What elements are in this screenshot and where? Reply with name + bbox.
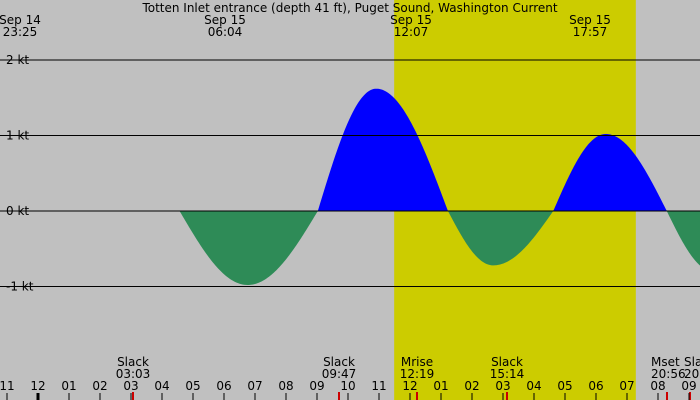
event-date-label: Sep 15	[569, 13, 611, 27]
x-tick-label: 02	[464, 379, 479, 393]
bottom-event-time: 12:19	[400, 367, 435, 381]
x-tick-label: 10	[340, 379, 355, 393]
x-tick-label: 05	[185, 379, 200, 393]
x-tick-label: 12	[30, 379, 45, 393]
x-tick-label: 05	[557, 379, 572, 393]
bottom-event-label: Sla	[684, 355, 700, 369]
x-tick-label: 01	[433, 379, 448, 393]
x-tick-label: 06	[216, 379, 231, 393]
bottom-event-label: Slack	[491, 355, 523, 369]
bottom-event-label: Slack	[117, 355, 149, 369]
event-marker	[666, 392, 668, 400]
event-date-label: Sep 15	[390, 13, 432, 27]
x-tick-label: 06	[588, 379, 603, 393]
chart-title: Totten Inlet entrance (depth 41 ft), Pug…	[141, 1, 557, 15]
event-time-label: 23:25	[3, 25, 38, 39]
x-tick-label: 04	[154, 379, 169, 393]
x-tick-label: 01	[61, 379, 76, 393]
bottom-event-time: 20:56	[651, 367, 686, 381]
x-tick-label: 11	[371, 379, 386, 393]
bottom-event-label: Mrise	[401, 355, 433, 369]
x-tick-label: 03	[495, 379, 510, 393]
x-tick-label: 03	[123, 379, 138, 393]
bottom-event-time: 03:03	[116, 367, 151, 381]
y-tick-label: -1 kt	[6, 280, 34, 294]
bottom-event-time: 09:47	[322, 367, 357, 381]
y-tick-label: 2 kt	[6, 53, 29, 67]
event-marker	[416, 392, 418, 400]
x-tick-label: 07	[619, 379, 634, 393]
y-tick-label: 1 kt	[6, 129, 29, 143]
event-time-label: 12:07	[394, 25, 429, 39]
x-tick-label: 09	[309, 379, 324, 393]
event-marker	[338, 392, 340, 400]
x-tick-label: 02	[92, 379, 107, 393]
event-marker	[689, 392, 691, 400]
x-tick-label: 07	[247, 379, 262, 393]
x-tick-label: 08	[650, 379, 665, 393]
event-time-label: 17:57	[573, 25, 608, 39]
x-tick-label: 04	[526, 379, 541, 393]
event-date-label: Sep 14	[0, 13, 41, 27]
event-marker	[506, 392, 508, 400]
bottom-event-label: Mset	[651, 355, 680, 369]
x-tick-label: 08	[278, 379, 293, 393]
x-tick-label: 11	[0, 379, 15, 393]
ebb-area	[0, 211, 700, 285]
y-tick-label: 0 kt	[6, 204, 29, 218]
bottom-event-time: 20	[684, 367, 699, 381]
bottom-event-time: 15:14	[490, 367, 525, 381]
event-time-label: 06:04	[208, 25, 243, 39]
event-date-label: Sep 15	[204, 13, 246, 27]
event-marker	[132, 392, 134, 400]
bottom-event-label: Slack	[323, 355, 355, 369]
x-tick-label: 12	[402, 379, 417, 393]
flood-area	[0, 88, 700, 211]
x-tick-label: 09	[681, 379, 696, 393]
